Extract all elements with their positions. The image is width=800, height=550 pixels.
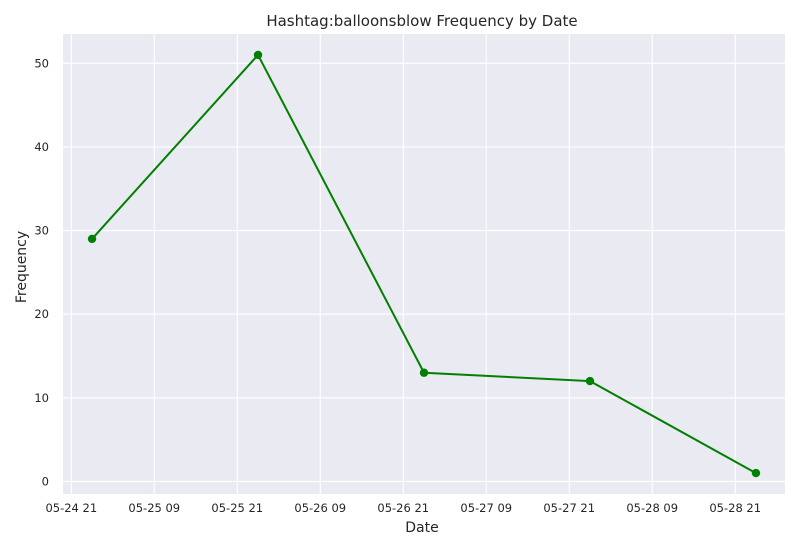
x-axis-label: Date (405, 520, 438, 536)
x-tick-labels: 05-24 21 05-25 09 05-25 21 05-26 09 05-26 21… (45, 501, 761, 515)
x-tick-label: 05-27 21 (543, 501, 595, 515)
x-tick-label: 05-24 21 (45, 501, 97, 515)
y-tick-label: 20 (34, 307, 49, 321)
y-axis-label: Frequency (14, 231, 30, 303)
x-tick-label: 05-26 09 (294, 501, 346, 515)
data-point (253, 50, 263, 60)
y-tick-label: 40 (34, 140, 49, 154)
x-tick-label: 05-28 21 (709, 501, 761, 515)
data-point (585, 376, 595, 386)
data-point (751, 468, 761, 478)
x-tick-label: 05-25 09 (128, 501, 180, 515)
y-tick-labels: 0 10 20 30 40 50 (34, 56, 49, 488)
y-tick-label: 50 (34, 56, 49, 70)
x-tick-label: 05-27 09 (460, 501, 512, 515)
plot-area (63, 34, 785, 494)
grid-lines (63, 34, 785, 494)
y-tick-label: 10 (34, 391, 49, 405)
x-tick-label: 05-28 09 (626, 501, 678, 515)
y-tick-label: 30 (34, 224, 49, 238)
x-tick-label: 05-26 21 (377, 501, 429, 515)
x-tick-label: 05-25 21 (211, 501, 263, 515)
y-tick-label: 0 (42, 474, 49, 488)
series-group (87, 50, 761, 478)
data-point (87, 234, 97, 244)
data-point (419, 368, 429, 377)
chart-title: Hashtag:balloonsblow Frequency by Date (266, 12, 577, 30)
